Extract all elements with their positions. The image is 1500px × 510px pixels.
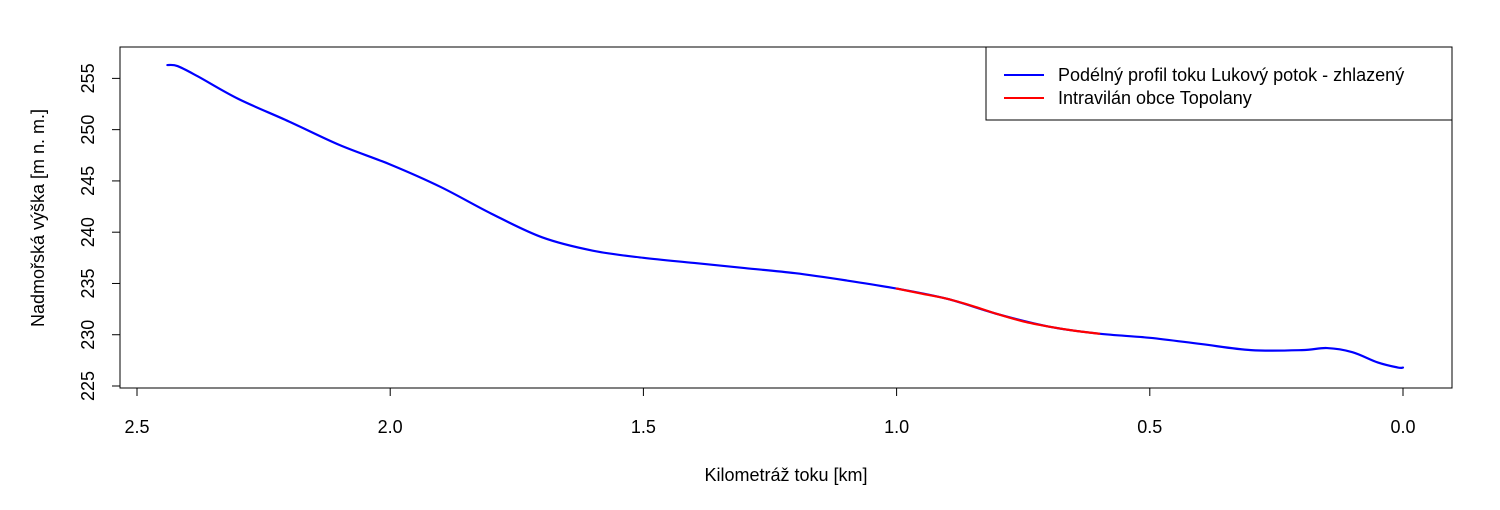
y-tick-label: 225 <box>78 371 98 401</box>
x-axis: 2.5 2.0 1.5 1.0 0.5 0.0 <box>124 387 1416 437</box>
legend: Podélný profil toku Lukový potok - zhlaz… <box>985 46 1453 121</box>
series-line-intravilan <box>895 287 1101 335</box>
y-axis: 225 230 235 240 245 250 255 <box>78 63 121 401</box>
x-tick-label: 2.0 <box>378 417 403 437</box>
y-tick-label: 240 <box>78 217 98 247</box>
series-layer <box>166 63 1405 370</box>
legend-label-profile: Podélný profil toku Lukový potok - zhlaz… <box>1058 65 1404 85</box>
x-axis-label: Kilometráž toku [km] <box>704 465 867 485</box>
x-tick-label: 2.5 <box>124 417 149 437</box>
y-tick-label: 255 <box>78 63 98 93</box>
y-tick-label: 235 <box>78 268 98 298</box>
legend-box <box>985 46 1453 121</box>
y-tick-label: 230 <box>78 320 98 350</box>
x-tick-label: 1.5 <box>631 417 656 437</box>
x-tick-label: 0.5 <box>1137 417 1162 437</box>
x-tick-label: 0.0 <box>1390 417 1415 437</box>
series-line-profile <box>166 63 1405 370</box>
x-tick-label: 1.0 <box>884 417 909 437</box>
y-axis-label: Nadmořská výška [m n. m.] <box>28 109 48 327</box>
y-tick-label: 245 <box>78 166 98 196</box>
y-tick-label: 250 <box>78 115 98 145</box>
legend-label-intravilan: Intravilán obce Topolany <box>1058 88 1252 108</box>
